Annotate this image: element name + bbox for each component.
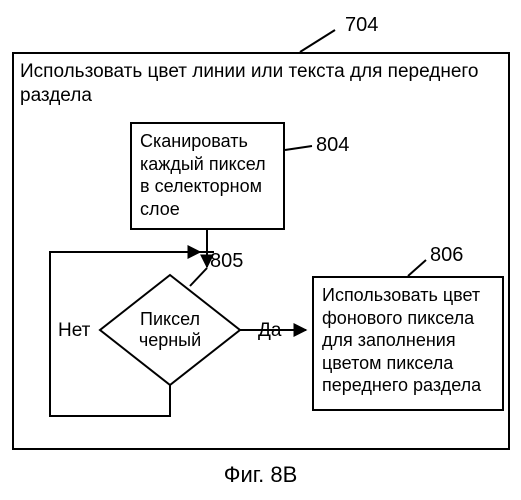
ref-number-outer: 704 xyxy=(345,14,378,37)
ref-number-use-bg: 806 xyxy=(430,244,463,267)
node-use-background-color: Использовать цвет фонового пиксела для з… xyxy=(312,276,504,411)
ref-number-decision: 805 xyxy=(210,250,243,273)
edge-label-yes: Да xyxy=(258,320,281,342)
ref-number-scan: 804 xyxy=(316,134,349,157)
figure-8b: { "type": "flowchart", "figure_label": "… xyxy=(0,0,521,500)
figure-caption: Фиг. 8B xyxy=(0,462,521,488)
node-scan-pixels: Сканировать каждый пиксел в селекторном … xyxy=(130,122,285,230)
outer-box-title: Использовать цвет линии или текста для п… xyxy=(20,60,502,108)
edge-label-no: Нет xyxy=(58,320,90,342)
